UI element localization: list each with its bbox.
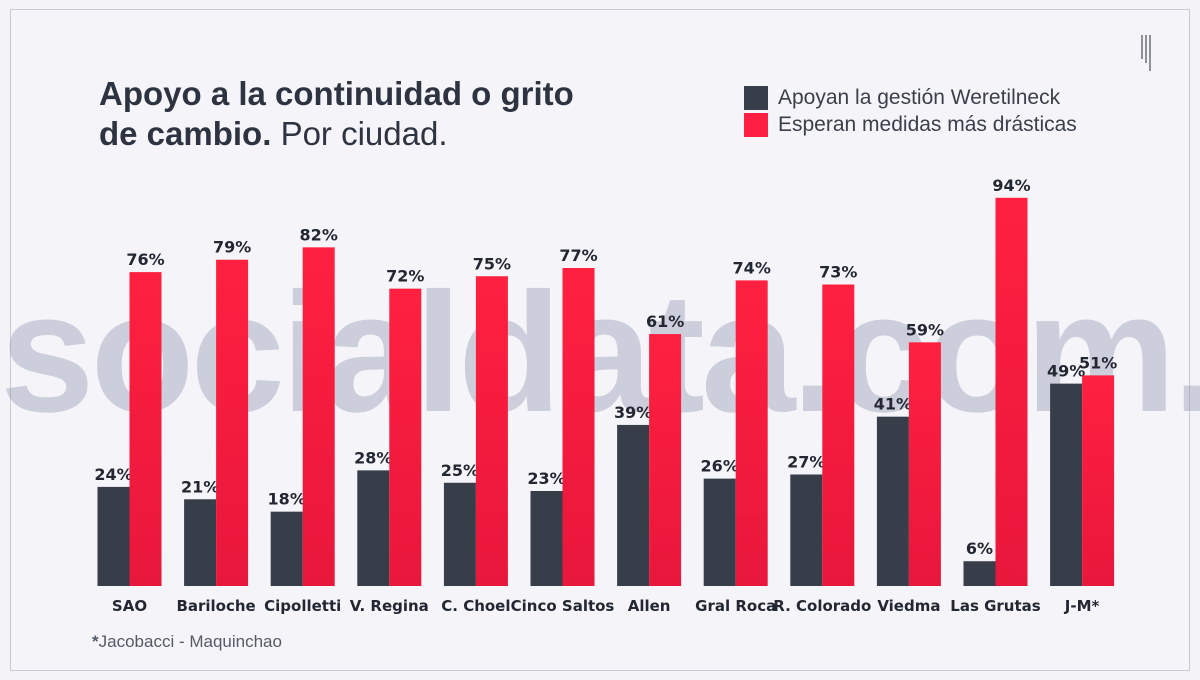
bar-apoyan-viedma <box>876 416 909 586</box>
category-label-las-grutas: Las Grutas <box>950 597 1041 615</box>
value-label-apoyan-j-m: 49% <box>1047 362 1085 381</box>
bar-esperan-c-choel <box>475 276 508 586</box>
value-label-apoyan-las-grutas: 6% <box>966 539 993 558</box>
bar-esperan-sao <box>129 272 162 586</box>
chart-title-regular: Por ciudad. <box>280 115 448 152</box>
bar-esperan-viedma <box>908 342 941 586</box>
value-label-apoyan-gral-roca: 26% <box>701 457 739 476</box>
category-label-v-regina: V. Regina <box>350 597 429 615</box>
footnote-marker: * <box>92 632 99 651</box>
value-label-apoyan-viedma: 41% <box>874 395 912 414</box>
category-label-bariloche: Bariloche <box>176 597 255 615</box>
legend-label-esperan: Esperan medidas más drásticas <box>778 112 1077 136</box>
chart-title: Apoyo a la continuidad o grito de cambio… <box>99 74 619 154</box>
legend-label-apoyan: Apoyan la gestión Weretilneck <box>778 85 1061 109</box>
bar-apoyan-gral-roca <box>703 478 736 586</box>
bar-apoyan-allen <box>617 424 650 586</box>
bar-apoyan-cipolletti <box>270 511 303 586</box>
bar-apoyan-v-regina <box>357 470 390 586</box>
bar-apoyan-c-choel <box>443 482 476 586</box>
value-label-apoyan-r-colorado: 27% <box>787 452 825 471</box>
value-label-esperan-r-colorado: 73% <box>819 263 857 282</box>
bar-esperan-v-regina <box>389 288 422 586</box>
legend-item-apoyan: Apoyan la gestión Weretilneck <box>744 84 1077 111</box>
category-label-allen: Allen <box>628 597 671 615</box>
value-label-apoyan-allen: 39% <box>614 403 652 422</box>
bar-apoyan-sao <box>97 486 130 586</box>
footnote: *Jacobacci - Maquinchao <box>92 632 282 652</box>
value-label-esperan-cipolletti: 82% <box>300 225 338 244</box>
value-label-esperan-las-grutas: 94% <box>992 176 1030 195</box>
legend-swatch-esperan <box>744 112 768 137</box>
bar-apoyan-las-grutas <box>963 561 996 586</box>
brand-logo-icon <box>1141 35 1151 71</box>
legend-swatch-apoyan <box>744 85 768 110</box>
bar-esperan-cipolletti <box>302 247 335 586</box>
footnote-text: Jacobacci - Maquinchao <box>98 632 282 651</box>
category-label-viedma: Viedma <box>877 597 940 615</box>
bar-esperan-gral-roca <box>735 280 768 586</box>
bar-esperan-cinco-saltos <box>562 267 595 586</box>
chart-title-bold: Apoyo a la continuidad o grito de cambio… <box>99 75 574 152</box>
bar-esperan-bariloche <box>216 259 249 586</box>
bar-esperan-j-m <box>1082 375 1115 586</box>
bar-apoyan-j-m <box>1050 383 1083 586</box>
bar-apoyan-cinco-saltos <box>530 491 563 586</box>
bar-apoyan-bariloche <box>184 499 217 586</box>
value-label-esperan-j-m: 51% <box>1079 353 1117 372</box>
value-label-esperan-allen: 61% <box>646 312 684 331</box>
value-label-esperan-gral-roca: 74% <box>733 258 771 277</box>
value-label-apoyan-v-regina: 28% <box>354 448 392 467</box>
value-label-apoyan-c-choel: 25% <box>441 461 479 480</box>
bar-esperan-allen <box>649 334 682 586</box>
value-label-esperan-c-choel: 75% <box>473 254 511 273</box>
value-label-esperan-bariloche: 79% <box>213 238 251 257</box>
legend: Apoyan la gestión Weretilneck Esperan me… <box>744 84 1077 138</box>
value-label-esperan-viedma: 59% <box>906 320 944 339</box>
value-label-esperan-sao: 76% <box>126 250 164 269</box>
category-label-cipolletti: Cipolletti <box>264 597 341 615</box>
category-label-gral-roca: Gral Roca <box>695 597 776 615</box>
value-label-esperan-v-regina: 72% <box>386 267 424 286</box>
value-label-esperan-cinco-saltos: 77% <box>559 246 597 265</box>
value-label-apoyan-cipolletti: 18% <box>268 490 306 509</box>
value-label-apoyan-sao: 24% <box>94 465 132 484</box>
legend-item-esperan: Esperan medidas más drásticas <box>744 111 1077 138</box>
value-label-apoyan-bariloche: 21% <box>181 477 219 496</box>
value-label-apoyan-cinco-saltos: 23% <box>527 469 565 488</box>
bar-esperan-r-colorado <box>822 284 855 586</box>
category-label-j-m: J-M* <box>1064 597 1100 615</box>
category-label-r-colorado: R. Colorado <box>773 597 871 615</box>
category-label-cinco-saltos: Cinco Saltos <box>511 597 615 615</box>
category-label-c-choel: C. Choel <box>441 597 510 615</box>
bar-esperan-las-grutas <box>995 197 1028 586</box>
bar-apoyan-r-colorado <box>790 474 823 586</box>
category-label-sao: SAO <box>112 597 147 615</box>
